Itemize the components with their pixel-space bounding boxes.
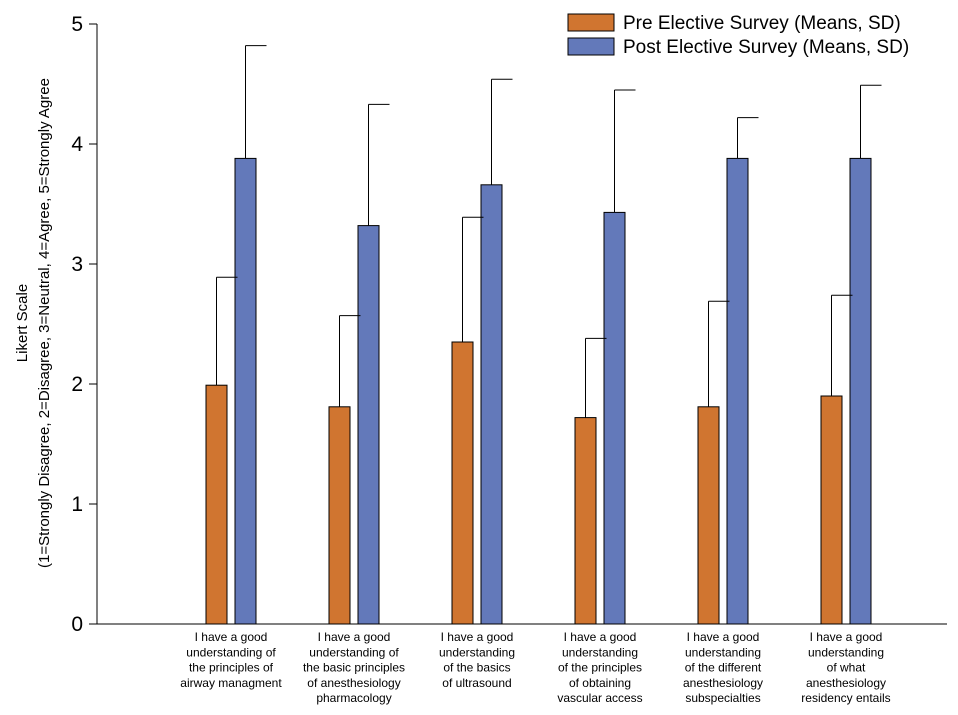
bar-post xyxy=(480,184,503,625)
category-label: I have a good understanding of the princip… xyxy=(557,630,642,705)
legend-label-pre: Pre Elective Survey (Means, SD) xyxy=(623,13,901,34)
legend: Pre Elective Survey (Means, SD) Post Elec… xyxy=(567,13,909,58)
category-label-line: I have a good xyxy=(810,630,883,644)
bar-pre xyxy=(820,395,843,625)
category-label-line: pharmacology xyxy=(316,691,391,705)
y-axis-label-line: (1=Strongly Disagree, 2=Disagree, 3=Neut… xyxy=(36,78,53,568)
y-axis-label: Likert Scale (1=Strongly Disagree, 2=Disa… xyxy=(14,78,53,568)
category-label-line: residency entails xyxy=(801,691,890,705)
category-label: I have a good understanding of the princip… xyxy=(180,630,282,690)
category-label-line: understanding xyxy=(808,645,884,659)
bars xyxy=(205,157,872,625)
category-label-line: airway managment xyxy=(180,676,282,690)
category-label-line: anesthesiology xyxy=(806,676,886,690)
legend-label-post: Post Elective Survey (Means, SD) xyxy=(623,37,909,58)
category-label-line: of ultrasound xyxy=(442,676,511,690)
category-label-line: subspecialties xyxy=(685,691,760,705)
category-label-line: of what xyxy=(827,661,866,675)
bar-pre xyxy=(328,406,351,625)
category-label-line: the basic principles xyxy=(303,661,405,675)
category-label-line: of the different xyxy=(685,661,762,675)
bar-pre xyxy=(451,341,474,625)
category-label-line: of anesthesiology xyxy=(307,676,400,690)
bar-pre xyxy=(697,406,720,625)
category-label-line: understanding xyxy=(562,645,638,659)
y-tick-label: 0 xyxy=(71,613,83,636)
legend-swatch-pre xyxy=(567,13,615,32)
category-label-line: I have a good xyxy=(318,630,391,644)
category-label-line: I have a good xyxy=(441,630,514,644)
y-axis: 0 1 2 3 4 5 xyxy=(71,13,98,636)
category-label: I have a good understanding of the basics o… xyxy=(439,630,515,690)
category-label: I have a good understanding of the differe… xyxy=(683,630,763,705)
bar-post xyxy=(849,157,872,625)
category-label-line: the principles of xyxy=(189,661,274,675)
y-tick-label: 1 xyxy=(71,493,83,516)
bar-pre xyxy=(205,384,228,625)
y-tick-label: 3 xyxy=(71,253,83,276)
category-labels: I have a good understanding of the princip… xyxy=(180,630,890,705)
category-label-line: I have a good xyxy=(195,630,268,644)
category-label-line: vascular access xyxy=(557,691,642,705)
bar-post xyxy=(234,157,257,625)
error-bars xyxy=(216,45,882,418)
category-label-line: anesthesiology xyxy=(683,676,763,690)
legend-swatch-post xyxy=(567,37,615,56)
bar-post xyxy=(726,157,749,625)
y-axis-label-line: Likert Scale xyxy=(14,284,31,362)
category-label-line: I have a good xyxy=(564,630,637,644)
y-tick-label: 2 xyxy=(71,373,83,396)
bar-post xyxy=(603,211,626,625)
bar-pre xyxy=(574,417,597,625)
bar-post xyxy=(357,225,380,625)
category-label-line: I have a good xyxy=(687,630,760,644)
category-label-line: of the principles xyxy=(558,661,642,675)
category-label-line: understanding xyxy=(685,645,761,659)
category-label-line: of the basics xyxy=(443,661,510,675)
category-label-line: of obtaining xyxy=(569,676,631,690)
y-tick-label: 5 xyxy=(71,13,83,36)
category-label-line: understanding of xyxy=(186,645,276,659)
category-label: I have a good understanding of what anesthe… xyxy=(801,630,890,705)
category-label: I have a good understanding of the basic p… xyxy=(303,630,405,705)
category-label-line: understanding xyxy=(439,645,515,659)
y-tick-label: 4 xyxy=(71,133,83,156)
category-label-line: understanding of xyxy=(309,645,399,659)
